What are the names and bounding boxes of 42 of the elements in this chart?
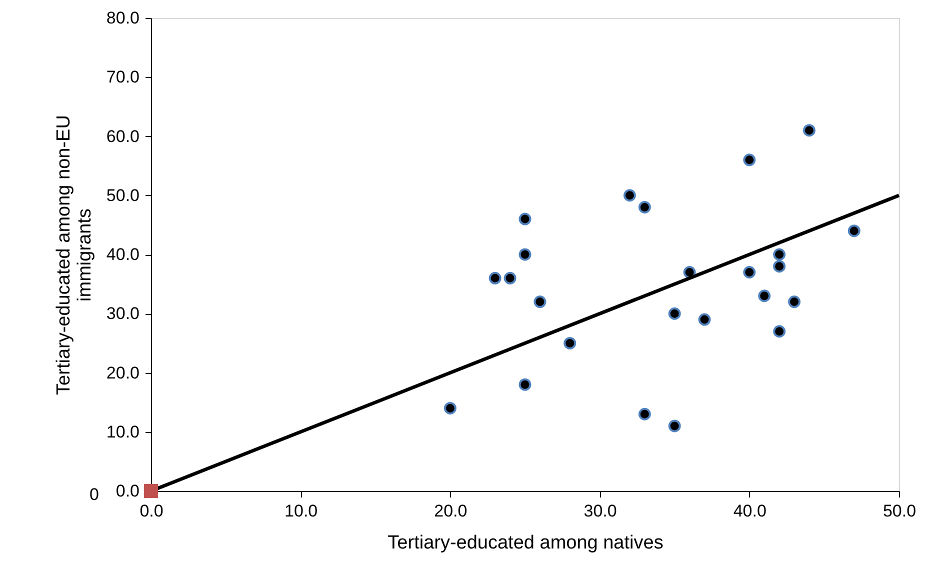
y-tick-label: 10.0 <box>106 422 140 442</box>
y-tick-label: 50.0 <box>106 186 140 205</box>
point <box>444 402 456 414</box>
point <box>773 248 786 261</box>
point <box>504 272 516 284</box>
y-tick-label: 20.0 <box>106 363 140 382</box>
x-tick-label: 0.0 <box>140 502 164 520</box>
point <box>623 189 636 202</box>
x-tick-label: 40.0 <box>733 502 766 520</box>
point <box>773 260 786 273</box>
x-tick-label: 30.0 <box>584 502 617 520</box>
point <box>638 200 651 214</box>
point <box>564 336 576 350</box>
y-tick-label: 80.0 <box>106 8 140 28</box>
point <box>773 325 786 338</box>
y-tick-label: 70.0 <box>106 68 140 87</box>
x-tick-label: 50.0 <box>882 502 916 520</box>
point <box>743 154 756 166</box>
point <box>638 408 651 420</box>
point <box>668 420 681 432</box>
point <box>518 378 532 391</box>
point <box>743 266 756 278</box>
point <box>144 484 158 498</box>
y-tick-label: 30.0 <box>106 304 140 324</box>
x-tick-label: 20.0 <box>434 502 468 520</box>
point <box>698 313 711 326</box>
y-axis-title: Tertiary-educated among non-EU immigrants <box>53 115 96 395</box>
point <box>518 212 532 226</box>
y-tick-label: 40.0 <box>106 245 140 264</box>
point <box>668 307 681 320</box>
text: 0 <box>90 485 99 504</box>
y-tick-label: 60.0 <box>106 126 140 146</box>
point <box>788 296 801 308</box>
x-tick-label: 10.0 <box>284 502 318 520</box>
point <box>488 272 502 284</box>
point <box>848 224 860 238</box>
point <box>534 296 546 308</box>
point <box>802 124 816 137</box>
point <box>518 248 532 261</box>
x-axis-title: Tertiary-educated among natives <box>388 532 664 554</box>
point <box>758 290 771 302</box>
y-tick-label: 0.0 <box>116 482 140 500</box>
